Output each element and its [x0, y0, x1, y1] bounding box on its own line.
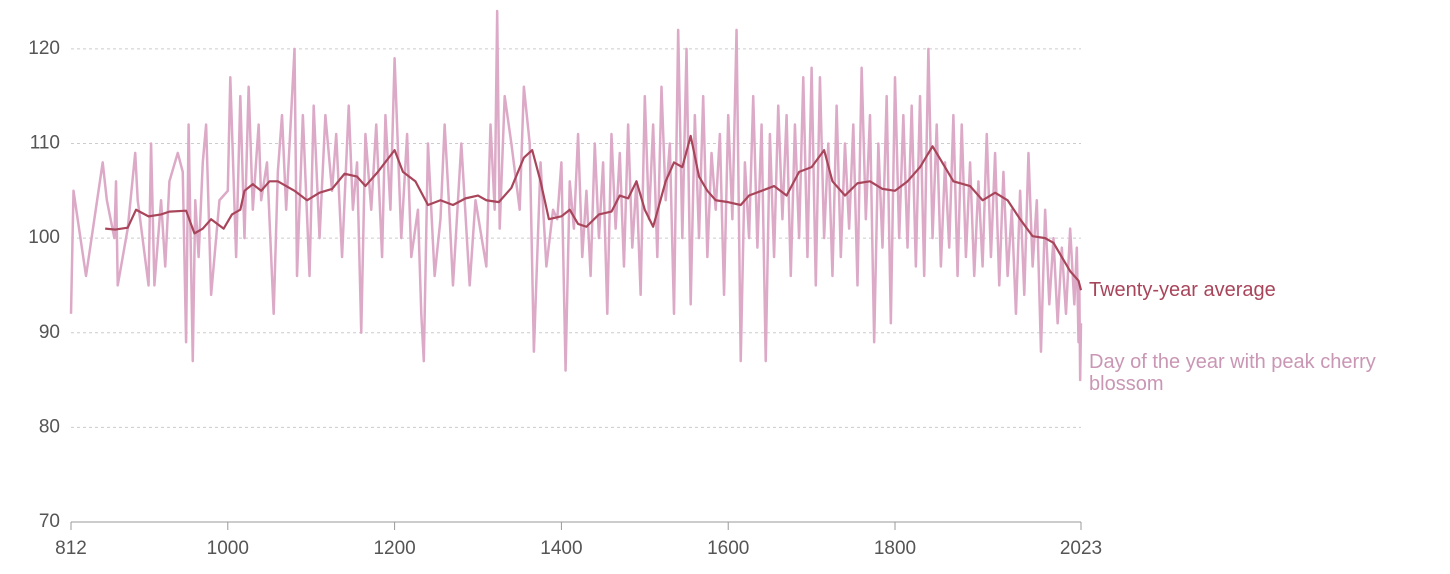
x-tick-label: 1400: [540, 538, 582, 559]
y-tick-label: 90: [39, 322, 60, 343]
x-tick-label: 2023: [1060, 538, 1102, 559]
y-tick-label: 80: [39, 416, 60, 437]
y-tick-label: 100: [28, 227, 60, 248]
x-tick-label: 1800: [874, 538, 916, 559]
data-line: [69, 9, 1083, 382]
x-tick-label: 812: [55, 538, 87, 559]
x-tick-label: 1000: [207, 538, 249, 559]
y-tick-label: 110: [30, 132, 60, 153]
data-line: [105, 134, 1083, 291]
x-tick-label: 1600: [707, 538, 749, 559]
y-tick-label: 70: [39, 511, 60, 532]
x-tick-label: 1200: [373, 538, 415, 559]
series-label: Twenty-year average: [1089, 279, 1276, 302]
y-tick-label: 120: [28, 38, 60, 59]
series-label: Day of the year with peak cherry blossom: [1089, 351, 1376, 396]
